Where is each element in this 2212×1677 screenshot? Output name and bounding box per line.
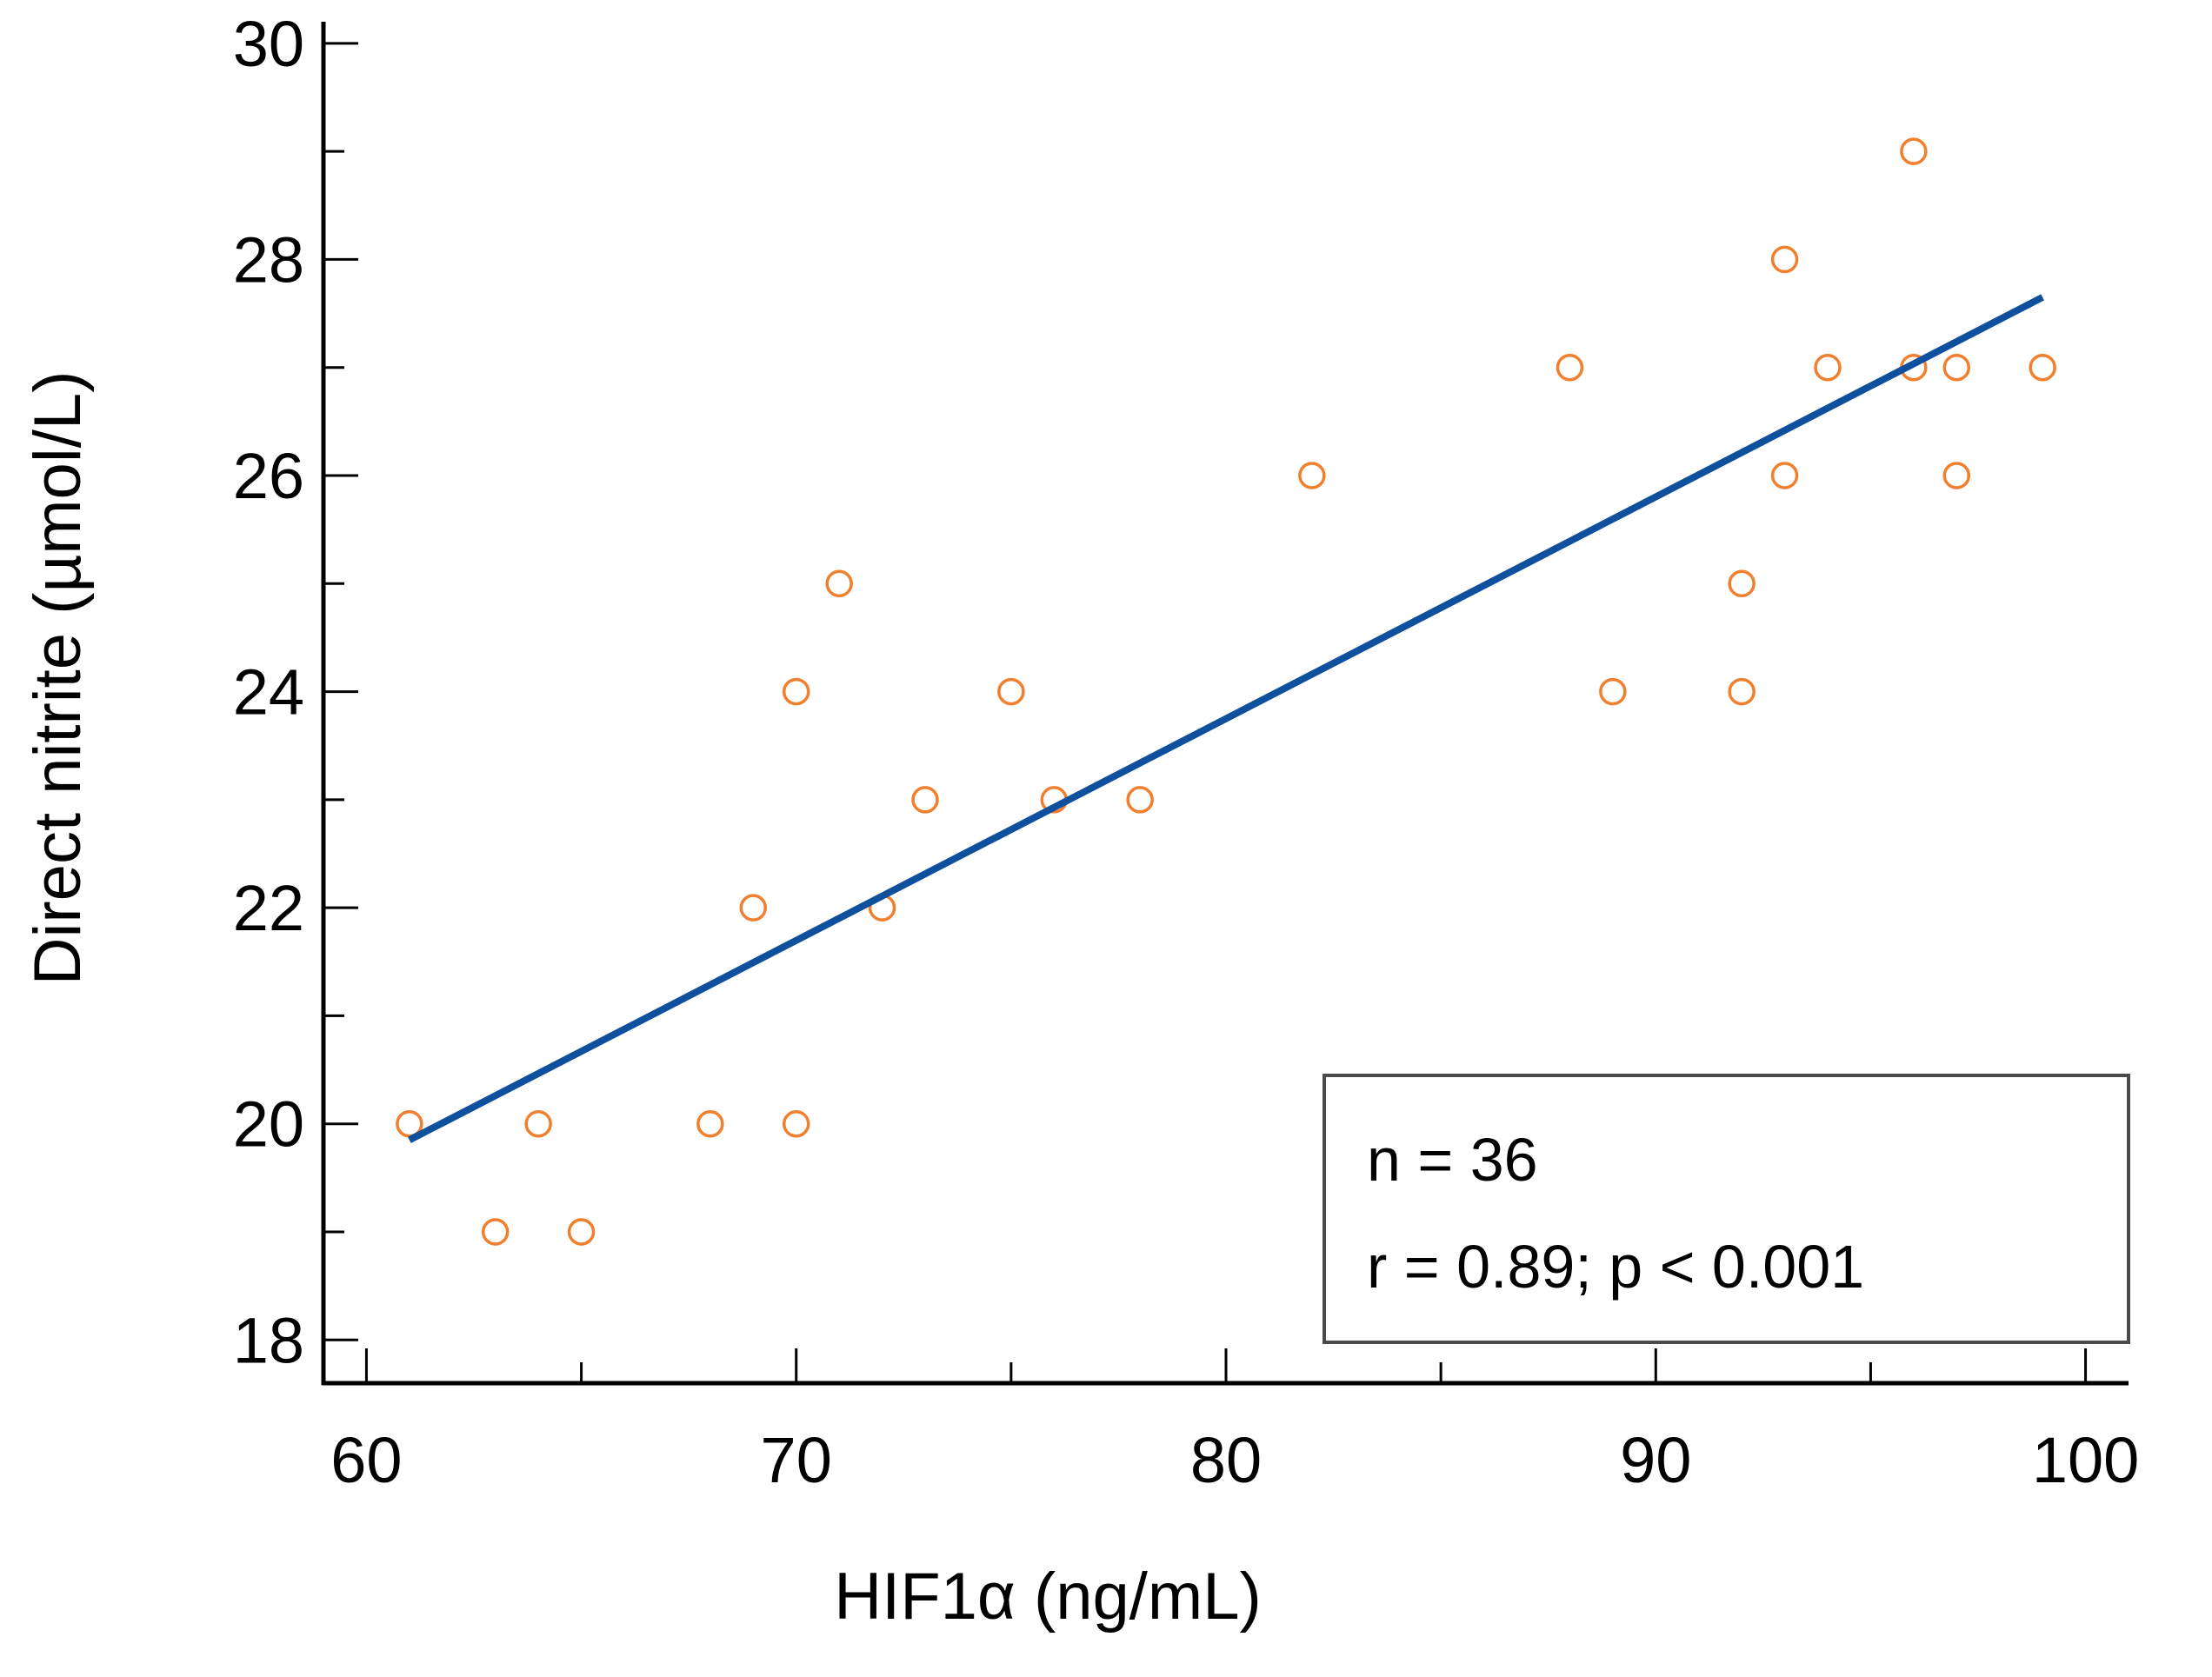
data-point bbox=[567, 1218, 596, 1246]
data-point bbox=[1298, 462, 1326, 489]
data-point bbox=[825, 569, 853, 598]
y-tick-label: 24 bbox=[233, 656, 304, 729]
data-point bbox=[782, 677, 810, 706]
ticks-layer: 18 20 22 24 26 28 30 60 70 80 90 100 bbox=[233, 8, 2140, 1496]
data-point bbox=[1900, 137, 1928, 165]
stat-n: n = 36 bbox=[1367, 1126, 1538, 1194]
data-point bbox=[911, 786, 939, 814]
data-point bbox=[2029, 353, 2056, 382]
data-point bbox=[1942, 353, 1971, 382]
data-point bbox=[524, 1109, 552, 1138]
data-point bbox=[1556, 353, 1584, 382]
data-point bbox=[1814, 353, 1842, 382]
y-tick-label: 18 bbox=[233, 1304, 304, 1376]
y-tick-label: 22 bbox=[233, 872, 304, 944]
data-point bbox=[396, 1109, 423, 1138]
data-point bbox=[739, 894, 768, 922]
data-point bbox=[1126, 786, 1154, 814]
stat-r-p: r = 0.89; p < 0.001 bbox=[1367, 1233, 1864, 1301]
y-tick-label: 28 bbox=[233, 223, 304, 296]
data-point bbox=[1770, 462, 1799, 489]
stats-box: n = 36 r = 0.89; p < 0.001 bbox=[1323, 1074, 2130, 1344]
data-point bbox=[1770, 245, 1799, 274]
y-tick-label: 26 bbox=[233, 440, 304, 512]
points-layer bbox=[396, 137, 2056, 1246]
x-tick-label: 100 bbox=[2032, 1424, 2139, 1496]
data-point bbox=[696, 1109, 724, 1138]
x-tick-label: 80 bbox=[1190, 1424, 1262, 1496]
data-point bbox=[1942, 462, 1971, 489]
x-tick-label: 60 bbox=[330, 1424, 402, 1496]
y-axis-title: Direct nitrite (µmol/L) bbox=[21, 371, 95, 986]
axes-layer bbox=[321, 22, 2129, 1386]
x-tick-label: 70 bbox=[761, 1424, 832, 1496]
data-point bbox=[1728, 569, 1756, 598]
data-point bbox=[997, 677, 1025, 706]
regression-line bbox=[408, 294, 2044, 1143]
data-point bbox=[782, 1109, 810, 1138]
stats-box-frame bbox=[1323, 1074, 2130, 1344]
y-tick-label: 20 bbox=[233, 1088, 304, 1161]
data-point bbox=[1599, 677, 1627, 706]
x-axis-title: HIF1α (ng/mL) bbox=[834, 1560, 1262, 1634]
x-tick-label: 90 bbox=[1620, 1424, 1691, 1496]
y-tick-label: 30 bbox=[233, 8, 304, 80]
data-point bbox=[481, 1218, 510, 1246]
data-point bbox=[1728, 677, 1756, 706]
